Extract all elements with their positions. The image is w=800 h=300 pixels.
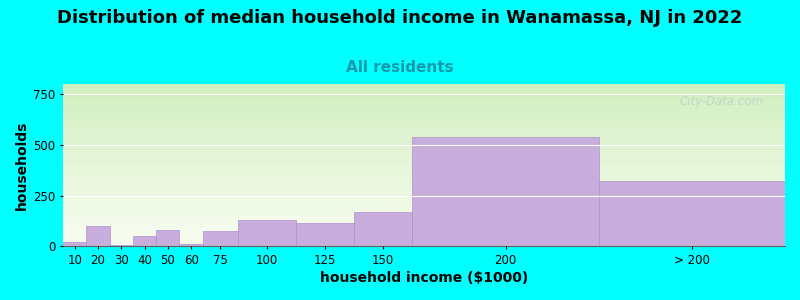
X-axis label: household income ($1000): household income ($1000): [320, 271, 528, 285]
Text: Distribution of median household income in Wanamassa, NJ in 2022: Distribution of median household income …: [58, 9, 742, 27]
Bar: [86, 226, 110, 246]
Bar: [296, 223, 354, 246]
Bar: [202, 231, 238, 246]
Bar: [110, 245, 133, 246]
Bar: [179, 244, 202, 246]
Bar: [412, 137, 598, 246]
Bar: [133, 236, 156, 246]
Bar: [63, 242, 86, 246]
Bar: [156, 230, 179, 246]
Bar: [238, 220, 296, 246]
Y-axis label: households: households: [15, 120, 29, 210]
Text: City-Data.com: City-Data.com: [679, 95, 763, 108]
Text: All residents: All residents: [346, 60, 454, 75]
Bar: [598, 181, 785, 246]
Bar: [354, 212, 412, 246]
